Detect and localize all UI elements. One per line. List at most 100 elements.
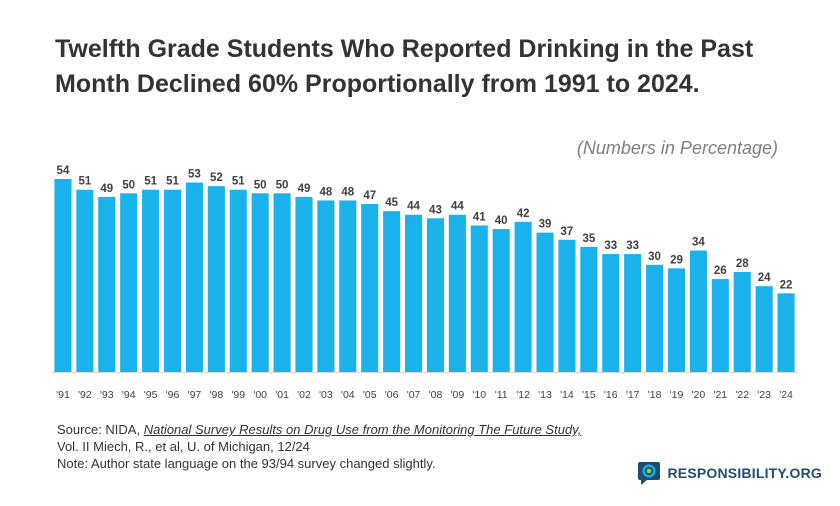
value-label-19: 41	[473, 211, 486, 223]
chat-bubble-icon	[638, 462, 661, 485]
value-label-7: 52	[210, 172, 223, 184]
chart-subtitle: (Numbers in Percentage)	[576, 138, 778, 158]
value-label-1: 51	[78, 176, 91, 188]
value-label-5: 51	[166, 176, 179, 188]
bar-32	[755, 286, 773, 372]
bar-30	[711, 279, 729, 372]
x-tick-label-27: '18	[648, 389, 662, 401]
bar-19	[470, 225, 488, 372]
bar-29	[689, 250, 707, 372]
value-label-2: 49	[100, 183, 113, 195]
x-tick-label-13: '04	[341, 389, 355, 401]
x-tick-label-5: '96	[166, 389, 180, 401]
bar-33	[777, 293, 795, 372]
bar-24	[580, 246, 598, 372]
x-tick-label-7: '98	[209, 389, 223, 401]
value-label-25: 33	[604, 240, 617, 252]
value-label-9: 50	[254, 179, 267, 191]
value-label-26: 33	[626, 240, 639, 252]
x-tick-label-26: '17	[626, 389, 640, 401]
bar-0	[54, 179, 72, 372]
x-tick-label-30: '21	[713, 389, 727, 401]
bar-1	[76, 189, 94, 372]
author-note: Note: Author state language on the 93/94…	[57, 456, 436, 471]
value-label-31: 28	[736, 258, 749, 270]
source-prefix: Source: NIDA,	[57, 422, 144, 437]
bar-2	[98, 196, 116, 372]
bar-11	[295, 196, 313, 372]
bar-26	[624, 254, 642, 372]
x-tick-label-14: '05	[363, 389, 377, 401]
bar-5	[163, 189, 182, 372]
bar-18	[448, 214, 466, 372]
value-label-32: 24	[758, 272, 771, 284]
value-label-3: 50	[122, 179, 135, 191]
value-label-27: 30	[648, 251, 661, 263]
x-tick-label-0: '91	[56, 389, 70, 401]
responsibility-logo[interactable]: RESPONSIBILITY.ORG	[637, 461, 822, 485]
x-tick-label-17: '08	[429, 389, 443, 401]
x-tick-label-19: '10	[472, 389, 486, 401]
value-label-16: 44	[407, 201, 420, 213]
bar-4	[142, 189, 160, 372]
value-label-28: 29	[670, 254, 683, 266]
bar-8	[229, 189, 247, 372]
x-tick-label-32: '23	[757, 389, 771, 401]
x-tick-label-31: '22	[735, 389, 749, 401]
value-label-24: 35	[582, 233, 595, 245]
chart-title: Twelfth Grade Students Who Reported Drin…	[55, 32, 795, 102]
bar-9	[251, 193, 269, 372]
x-tick-label-22: '13	[538, 389, 552, 401]
bar-10	[273, 193, 291, 372]
value-label-18: 44	[451, 201, 464, 213]
logo-text: RESPONSIBILITY.ORG	[667, 465, 822, 481]
x-tick-label-6: '97	[188, 389, 202, 401]
value-label-15: 45	[385, 197, 398, 209]
value-label-30: 26	[714, 265, 727, 277]
value-label-6: 53	[188, 169, 201, 181]
source-line-1: Source: NIDA, National Survey Results on…	[57, 421, 581, 438]
x-tick-label-25: '16	[604, 389, 618, 401]
value-label-29: 34	[692, 236, 705, 248]
value-label-14: 47	[363, 190, 376, 202]
value-label-0: 54	[57, 165, 70, 177]
chart-title-line-2: Month Declined 60% Proportionally from 1…	[55, 70, 700, 98]
bar-28	[667, 268, 686, 372]
x-tick-label-20: '11	[495, 389, 508, 401]
x-tick-label-28: '19	[670, 389, 684, 401]
bar-12	[317, 200, 335, 372]
value-label-22: 39	[539, 219, 552, 231]
x-tick-label-4: '95	[144, 389, 158, 401]
bar-27	[646, 264, 664, 372]
x-tick-label-1: '92	[78, 389, 92, 401]
bar-14	[361, 204, 379, 372]
bar-21	[514, 221, 532, 372]
bar-22	[536, 232, 554, 372]
chart-title-line-1: Twelfth Grade Students Who Reported Drin…	[55, 35, 754, 63]
x-tick-label-21: '12	[516, 389, 530, 401]
x-tick-label-9: '00	[253, 389, 267, 401]
x-tick-label-16: '07	[407, 389, 421, 401]
value-label-13: 48	[341, 186, 354, 198]
x-tick-label-12: '03	[319, 389, 333, 401]
x-tick-label-33: '24	[779, 389, 793, 401]
x-tick-label-18: '09	[451, 389, 465, 401]
bar-7	[207, 186, 225, 372]
bar-13	[339, 200, 357, 372]
bar-3	[120, 193, 138, 372]
source-note: Source: NIDA, National Survey Results on…	[57, 421, 581, 472]
bar-23	[558, 239, 576, 372]
value-label-12: 48	[320, 186, 333, 198]
bar-6	[185, 182, 203, 372]
source-title-link[interactable]: National Survey Results on Drug Use from…	[143, 422, 582, 437]
x-tick-label-15: '06	[385, 389, 399, 401]
value-label-20: 40	[495, 215, 508, 227]
source-line-2: Vol. II Miech, R., et al, U. of Michigan…	[57, 439, 310, 454]
x-tick-label-8: '99	[231, 389, 245, 401]
value-label-11: 49	[298, 183, 311, 195]
bar-31	[733, 271, 751, 372]
value-label-21: 42	[517, 208, 530, 220]
value-label-33: 22	[780, 279, 793, 291]
x-tick-label-10: '01	[275, 389, 289, 401]
